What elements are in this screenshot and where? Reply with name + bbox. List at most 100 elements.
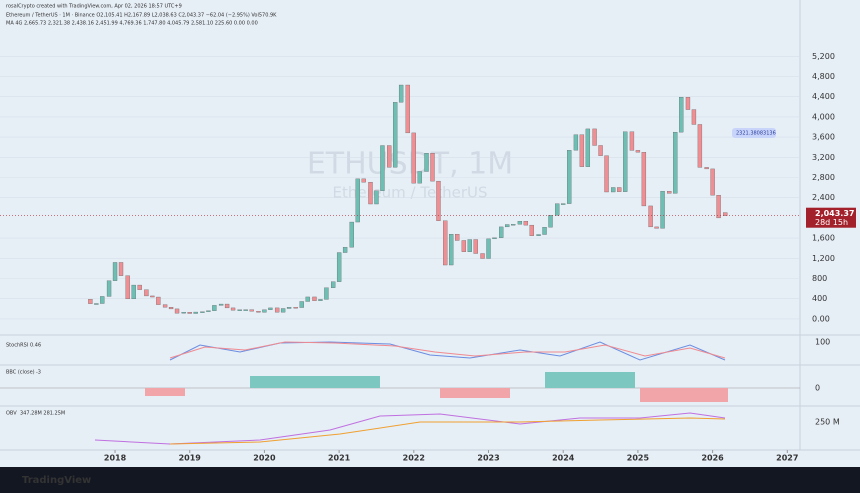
candle-body <box>629 131 635 151</box>
candle-body <box>417 171 422 184</box>
candle-body <box>523 221 529 226</box>
x-tick-label: 2024 <box>552 454 575 463</box>
candle-body <box>716 195 721 219</box>
candle-body <box>454 234 460 241</box>
panel-name: OBV <box>6 411 17 417</box>
candle-body <box>392 102 398 168</box>
candle-body <box>368 182 373 205</box>
countdown: 28d 15h <box>815 218 848 227</box>
candle-body <box>635 150 641 153</box>
y-tick-label: 0.00 <box>812 314 830 323</box>
candle-body <box>293 307 298 309</box>
candle-body <box>604 155 609 193</box>
candle-body <box>112 262 118 281</box>
candle-body <box>200 311 205 313</box>
x-tick-label: 2018 <box>104 454 127 463</box>
x-tick-label: 2025 <box>627 454 650 463</box>
candle-body <box>473 239 478 254</box>
watermark-symbol: ETHUSDT, 1M <box>307 147 513 182</box>
candle-body <box>648 205 653 228</box>
candle-body <box>88 299 93 304</box>
candle-body <box>224 303 230 309</box>
candle-body <box>492 237 497 240</box>
y-tick-label: 400 <box>812 294 827 303</box>
candle-body <box>704 167 709 170</box>
candle-body <box>355 178 360 223</box>
candle-body <box>561 203 566 205</box>
candle-body <box>330 281 336 288</box>
y-tick-label: 3,200 <box>812 153 835 162</box>
y-tick-label: 2,400 <box>812 193 835 202</box>
candle-body <box>430 153 435 182</box>
candle-body <box>542 227 547 235</box>
candle-body <box>617 187 622 192</box>
candle-body <box>387 145 392 168</box>
candle-body <box>443 220 448 266</box>
candle-body <box>380 145 385 191</box>
candle-body <box>156 296 161 305</box>
candle-body <box>174 308 180 314</box>
candle-body <box>548 215 553 228</box>
candle-body <box>274 307 280 313</box>
candle-body <box>723 212 728 216</box>
candle-body <box>623 131 628 192</box>
panel-axis: 100 <box>815 338 830 347</box>
candle-body <box>573 134 579 151</box>
candle-body <box>555 203 560 216</box>
last-price-label: 2,043.37 <box>815 209 854 218</box>
candle-body <box>342 247 348 253</box>
x-tick-label: 2019 <box>179 454 202 463</box>
bbc-bars <box>640 388 728 402</box>
bbc-bars <box>250 376 380 388</box>
candle-body <box>467 239 472 252</box>
bbc-bars <box>440 388 510 398</box>
candle-body <box>436 180 441 221</box>
candle-body <box>567 150 572 204</box>
bbc-bars <box>145 388 185 396</box>
candle-body <box>349 221 354 248</box>
candle-body <box>162 304 168 308</box>
candle-body <box>598 145 603 156</box>
candle-body <box>193 311 198 314</box>
candle-body <box>181 312 186 314</box>
candle-body <box>361 178 366 183</box>
candle-body <box>424 153 429 172</box>
stochrsi-line <box>169 341 726 361</box>
panel-name: StochRSI <box>6 343 28 349</box>
level-label: 2321.38083136 <box>736 131 776 137</box>
candle-body <box>305 296 310 302</box>
candle-body <box>131 284 136 300</box>
candle-body <box>256 311 261 313</box>
ma-line: MA 4G 2,665.73 2,321.38 2,438.16 2,451.9… <box>6 21 258 27</box>
candle-body <box>286 307 292 309</box>
candle-body <box>243 309 248 311</box>
bbc-bars <box>545 372 635 388</box>
candle-body <box>660 191 665 229</box>
candle-body <box>100 296 105 304</box>
candle-body <box>697 124 703 168</box>
candle-body <box>667 191 672 194</box>
last-price-box <box>806 207 856 228</box>
y-tick-label: 5,200 <box>812 52 835 61</box>
candle-body <box>517 221 523 225</box>
candle-body <box>486 238 491 259</box>
candle-body <box>206 310 211 312</box>
candle-body <box>125 275 130 300</box>
y-tick-label: 3,600 <box>812 133 835 142</box>
footer-bar <box>0 467 860 493</box>
panel-axis: 0 <box>815 384 820 393</box>
candle-body <box>312 296 317 301</box>
candle-body <box>579 134 585 167</box>
candle-body <box>461 240 467 252</box>
candle-body <box>237 309 242 311</box>
y-tick-label: 4,800 <box>812 72 835 81</box>
panel-value: 347.28M 281.25M <box>20 411 65 417</box>
y-tick-label: 4,000 <box>812 112 835 121</box>
candle-body <box>374 190 379 205</box>
stochrsi-signal <box>169 341 726 359</box>
candle-body <box>529 224 534 236</box>
obv-line <box>94 412 726 445</box>
candle-body <box>499 226 504 238</box>
candle-body <box>230 307 236 311</box>
